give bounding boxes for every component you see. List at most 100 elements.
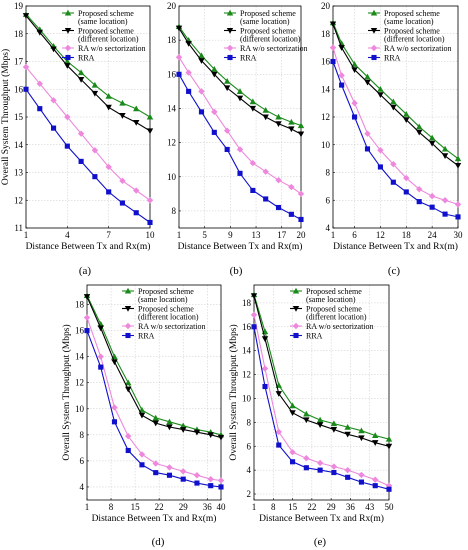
- data-point: [403, 117, 410, 123]
- legend-label: RRA: [306, 332, 323, 341]
- legend-label: RA w/o sectorization: [384, 44, 452, 53]
- y-axis-label: Overall System Throughput (Mbps): [0, 49, 11, 185]
- data-point: [139, 462, 145, 468]
- data-point: [125, 447, 131, 454]
- data-point: [50, 125, 57, 131]
- y-tick-label: 4: [80, 482, 85, 492]
- x-tick-label: 15: [131, 502, 141, 512]
- x-tick-label: 7: [106, 230, 111, 240]
- legend-label: RRA: [138, 332, 155, 341]
- data-point: [64, 63, 71, 69]
- series-proposed-diff: [22, 13, 154, 135]
- x-tick-label: 24: [428, 230, 438, 240]
- data-point: [22, 13, 30, 19]
- legend-marker: [64, 44, 72, 52]
- y-tick-label: 18: [167, 35, 177, 45]
- data-point: [208, 483, 214, 489]
- series-proposed-same: [329, 19, 462, 162]
- legend-label: (same location): [306, 295, 356, 304]
- data-point: [180, 427, 187, 433]
- data-point: [111, 404, 118, 411]
- legend-label: RA w/o sectorization: [78, 44, 146, 53]
- data-point: [193, 472, 201, 479]
- series-line: [332, 61, 459, 218]
- data-point: [138, 412, 146, 419]
- legend-marker: [292, 287, 300, 294]
- x-tick-label: 36: [203, 502, 213, 512]
- legend-marker: [124, 305, 132, 312]
- data-point: [250, 311, 258, 319]
- data-point: [441, 153, 449, 160]
- data-point: [390, 104, 397, 111]
- data-point: [223, 85, 231, 92]
- data-point: [236, 88, 244, 94]
- data-point: [344, 466, 351, 474]
- data-point: [339, 82, 345, 88]
- series-rra: [84, 328, 224, 490]
- data-point: [152, 460, 159, 467]
- data-point: [428, 192, 436, 200]
- data-point: [138, 451, 146, 458]
- data-point: [77, 130, 85, 137]
- data-point: [185, 69, 192, 76]
- data-point: [223, 77, 231, 84]
- data-point: [166, 464, 173, 471]
- data-point: [441, 145, 449, 152]
- legend-label: RRA: [240, 54, 257, 63]
- data-point: [166, 472, 173, 478]
- legend-marker: [370, 27, 378, 34]
- data-point: [351, 61, 358, 67]
- data-point: [146, 197, 154, 204]
- plot-frame: [178, 5, 302, 229]
- data-point: [351, 67, 358, 74]
- data-point: [289, 449, 296, 456]
- data-point: [303, 417, 310, 424]
- legend-label: (different location): [306, 313, 367, 322]
- data-point: [91, 147, 99, 154]
- y-tick-label: 10: [242, 393, 252, 403]
- data-point: [37, 106, 43, 112]
- data-point: [331, 469, 337, 476]
- legend-label: Proposed scheme: [384, 9, 440, 18]
- y-axis-label: Overall System Throughput (Mbps): [61, 324, 72, 460]
- y-tick-label: 16: [242, 322, 252, 332]
- data-point: [166, 418, 173, 425]
- data-point: [23, 86, 29, 92]
- data-point: [297, 131, 305, 138]
- data-point: [198, 58, 205, 64]
- y-tick-label: 18: [75, 300, 85, 310]
- data-point: [133, 187, 140, 194]
- x-axis-label: Distance Between Tx and Rx(m): [259, 513, 384, 524]
- data-point: [442, 211, 448, 217]
- series-line: [25, 13, 151, 118]
- x-tick-label: 12: [376, 230, 385, 240]
- data-point: [92, 174, 98, 180]
- legend-label: RRA: [78, 54, 95, 63]
- y-tick-label: 12: [321, 112, 330, 122]
- data-point: [290, 459, 296, 465]
- data-point: [77, 76, 85, 83]
- data-point: [194, 480, 200, 486]
- data-point: [198, 109, 205, 115]
- data-point: [133, 105, 140, 112]
- legend-label: RA w/o sectorization: [306, 322, 374, 331]
- data-point: [224, 146, 230, 153]
- y-tick-label: 15: [14, 112, 24, 122]
- y-tick-label: 6: [80, 456, 85, 466]
- data-point: [83, 314, 91, 321]
- data-point: [275, 121, 282, 128]
- data-point: [125, 432, 132, 440]
- y-tick-label: 14: [14, 140, 24, 150]
- data-point: [36, 29, 43, 36]
- legend-marker: [292, 322, 300, 330]
- legend: Proposed scheme(same location)Proposed s…: [290, 287, 374, 341]
- data-point: [338, 72, 345, 79]
- legend-marker: [125, 332, 131, 339]
- y-tick-label: 20: [167, 1, 177, 11]
- legend-label: Proposed scheme: [138, 287, 194, 296]
- data-point: [297, 190, 305, 198]
- data-point: [97, 353, 104, 360]
